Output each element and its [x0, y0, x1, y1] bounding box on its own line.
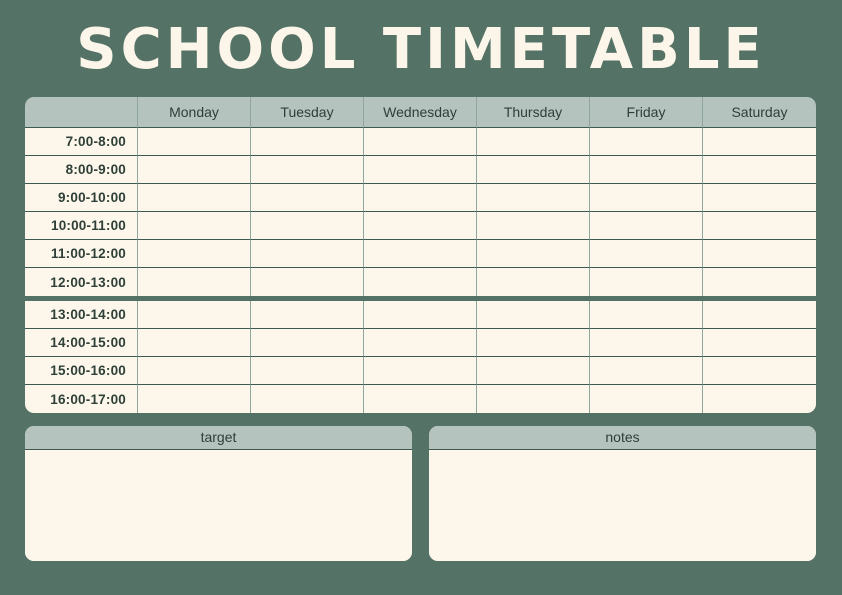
timetable-cell[interactable] — [477, 301, 590, 329]
timetable-cell[interactable] — [477, 184, 590, 212]
timetable-cell[interactable] — [477, 385, 590, 413]
timetable-cell[interactable] — [477, 268, 590, 296]
timetable-cell[interactable] — [364, 357, 477, 385]
time-label: 7:00-8:00 — [25, 128, 138, 156]
timetable-cell[interactable] — [251, 301, 364, 329]
timetable-cell[interactable] — [703, 128, 816, 156]
time-label: 12:00-13:00 — [25, 268, 138, 296]
timetable-afternoon-section: 13:00-14:00 14:00-15:00 15:00-16:00 — [25, 301, 816, 413]
time-label: 11:00-12:00 — [25, 240, 138, 268]
timetable-cell[interactable] — [364, 240, 477, 268]
timetable-cell[interactable] — [703, 212, 816, 240]
timetable-cell[interactable] — [364, 268, 477, 296]
timetable-cell[interactable] — [138, 357, 251, 385]
timetable: Monday Tuesday Wednesday Thursday Friday… — [25, 97, 816, 413]
timetable-cell[interactable] — [251, 156, 364, 184]
timetable-row: 9:00-10:00 — [25, 184, 816, 212]
timetable-cell[interactable] — [138, 301, 251, 329]
timetable-row: 11:00-12:00 — [25, 240, 816, 268]
timetable-row: 7:00-8:00 — [25, 128, 816, 156]
time-label: 10:00-11:00 — [25, 212, 138, 240]
timetable-cell[interactable] — [590, 329, 703, 357]
timetable-cell[interactable] — [251, 184, 364, 212]
timetable-cell[interactable] — [251, 128, 364, 156]
timetable-cell[interactable] — [138, 385, 251, 413]
time-label: 14:00-15:00 — [25, 329, 138, 357]
timetable-cell[interactable] — [138, 329, 251, 357]
day-header-monday: Monday — [138, 97, 251, 128]
timetable-corner-cell — [25, 97, 138, 128]
timetable-cell[interactable] — [703, 184, 816, 212]
timetable-cell[interactable] — [590, 357, 703, 385]
timetable-cell[interactable] — [590, 212, 703, 240]
notes-panel: notes — [429, 426, 816, 561]
timetable-cell[interactable] — [590, 156, 703, 184]
time-label: 15:00-16:00 — [25, 357, 138, 385]
timetable-cell[interactable] — [703, 357, 816, 385]
timetable-row: 14:00-15:00 — [25, 329, 816, 357]
timetable-cell[interactable] — [477, 128, 590, 156]
timetable-cell[interactable] — [364, 329, 477, 357]
day-header-friday: Friday — [590, 97, 703, 128]
timetable-cell[interactable] — [251, 329, 364, 357]
time-label: 13:00-14:00 — [25, 301, 138, 329]
timetable-cell[interactable] — [590, 301, 703, 329]
timetable-cell[interactable] — [590, 184, 703, 212]
timetable-cell[interactable] — [477, 329, 590, 357]
timetable-cell[interactable] — [364, 128, 477, 156]
notes-panel-title: notes — [429, 426, 816, 450]
timetable-cell[interactable] — [251, 357, 364, 385]
timetable-cell[interactable] — [364, 184, 477, 212]
day-header-thursday: Thursday — [477, 97, 590, 128]
target-panel-body[interactable] — [25, 450, 412, 561]
timetable-cell[interactable] — [251, 385, 364, 413]
timetable-cell[interactable] — [477, 212, 590, 240]
timetable-row: 12:00-13:00 — [25, 268, 816, 296]
timetable-cell[interactable] — [703, 156, 816, 184]
timetable-cell[interactable] — [251, 240, 364, 268]
timetable-cell[interactable] — [138, 156, 251, 184]
timetable-cell[interactable] — [703, 385, 816, 413]
notes-panel-body[interactable] — [429, 450, 816, 561]
day-header-wednesday: Wednesday — [364, 97, 477, 128]
timetable-cell[interactable] — [477, 156, 590, 184]
timetable-cell[interactable] — [364, 156, 477, 184]
timetable-morning-section: Monday Tuesday Wednesday Thursday Friday… — [25, 97, 816, 296]
timetable-cell[interactable] — [138, 184, 251, 212]
timetable-cell[interactable] — [251, 268, 364, 296]
timetable-row: 15:00-16:00 — [25, 357, 816, 385]
timetable-cell[interactable] — [138, 240, 251, 268]
timetable-cell[interactable] — [703, 268, 816, 296]
timetable-cell[interactable] — [590, 268, 703, 296]
timetable-header-row: Monday Tuesday Wednesday Thursday Friday… — [25, 97, 816, 128]
day-header-saturday: Saturday — [703, 97, 816, 128]
time-label: 9:00-10:00 — [25, 184, 138, 212]
bottom-panels: target notes — [25, 426, 816, 561]
timetable-row: 8:00-9:00 — [25, 156, 816, 184]
target-panel-title: target — [25, 426, 412, 450]
target-panel: target — [25, 426, 412, 561]
time-label: 8:00-9:00 — [25, 156, 138, 184]
timetable-row: 13:00-14:00 — [25, 301, 816, 329]
timetable-cell[interactable] — [364, 212, 477, 240]
timetable-cell[interactable] — [138, 268, 251, 296]
timetable-cell[interactable] — [477, 357, 590, 385]
timetable-cell[interactable] — [590, 240, 703, 268]
timetable-cell[interactable] — [138, 128, 251, 156]
timetable-cell[interactable] — [477, 240, 590, 268]
time-label: 16:00-17:00 — [25, 385, 138, 413]
timetable-cell[interactable] — [251, 212, 364, 240]
timetable-cell[interactable] — [590, 385, 703, 413]
timetable-cell[interactable] — [364, 385, 477, 413]
timetable-cell[interactable] — [138, 212, 251, 240]
timetable-cell[interactable] — [703, 329, 816, 357]
timetable-cell[interactable] — [590, 128, 703, 156]
timetable-row: 16:00-17:00 — [25, 385, 816, 413]
day-header-tuesday: Tuesday — [251, 97, 364, 128]
timetable-cell[interactable] — [364, 301, 477, 329]
page-title: SCHOOL TIMETABLE — [76, 17, 766, 82]
timetable-cell[interactable] — [703, 301, 816, 329]
timetable-row: 10:00-11:00 — [25, 212, 816, 240]
timetable-cell[interactable] — [703, 240, 816, 268]
